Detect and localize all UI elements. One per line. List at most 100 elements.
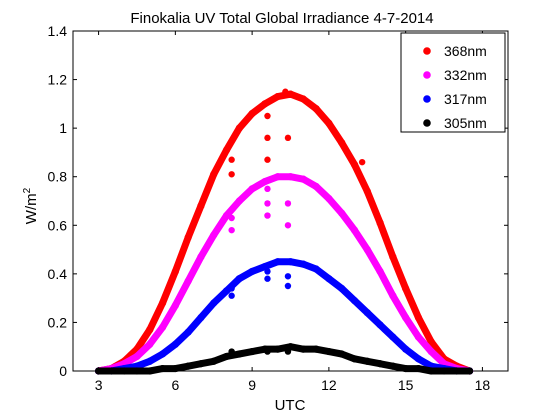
scatter-point xyxy=(228,292,235,299)
data-point xyxy=(299,95,307,103)
data-point xyxy=(184,328,192,336)
data-point xyxy=(312,345,320,353)
data-point xyxy=(414,333,423,341)
data-point xyxy=(325,194,333,203)
y-tick-label: 1.4 xyxy=(48,23,68,39)
data-point xyxy=(350,226,359,234)
data-point xyxy=(210,357,218,365)
scatter-point xyxy=(264,212,271,219)
legend-items: 368nm 332nm 317nm 305nm xyxy=(423,43,487,131)
data-point xyxy=(184,277,192,285)
data-point xyxy=(197,313,205,322)
x-axis-title: UTC xyxy=(275,397,306,414)
data-point xyxy=(325,119,333,127)
y-tick-label: 1 xyxy=(59,120,67,136)
data-point xyxy=(248,185,256,193)
legend: 368nm 332nm 317nm 305nm xyxy=(400,32,506,133)
y-axis-ticks: 0 0.2 0.4 0.6 0.8 1 1.2 1.4 xyxy=(48,23,508,379)
data-point xyxy=(261,177,269,186)
data-point xyxy=(338,209,346,217)
data-point xyxy=(402,364,410,373)
legend-marker-368nm xyxy=(423,47,431,55)
legend-marker-332nm xyxy=(423,71,431,79)
y-tick-label: 0.8 xyxy=(48,169,68,185)
data-point xyxy=(338,284,346,293)
data-point xyxy=(120,367,128,375)
data-point xyxy=(350,355,359,363)
y-axis-title-base: W/m xyxy=(23,193,40,224)
data-point xyxy=(389,253,397,261)
data-point xyxy=(376,360,384,368)
scatter-point xyxy=(228,156,235,163)
data-point xyxy=(274,92,282,101)
data-point xyxy=(222,211,231,220)
scatter-point xyxy=(284,134,292,142)
data-point xyxy=(184,233,192,242)
data-point xyxy=(158,323,167,331)
y-tick-label: 0.6 xyxy=(48,217,68,233)
data-point xyxy=(363,357,371,365)
data-point xyxy=(274,258,282,266)
scatter-point xyxy=(284,282,292,290)
data-point xyxy=(299,260,307,268)
data-point xyxy=(184,362,192,370)
data-point xyxy=(222,352,231,361)
y-tick-label: 0.4 xyxy=(48,266,68,282)
data-point xyxy=(453,367,461,375)
x-tick-label: 3 xyxy=(95,377,103,393)
data-point xyxy=(146,340,154,348)
data-point xyxy=(299,345,307,353)
data-point xyxy=(389,333,397,341)
x-tick-label: 15 xyxy=(398,377,414,393)
data-point xyxy=(376,321,384,329)
scatter-point xyxy=(264,112,271,120)
data-point xyxy=(197,360,205,368)
data-point xyxy=(158,299,167,307)
data-point xyxy=(146,357,154,365)
data-point xyxy=(466,367,474,375)
data-point xyxy=(312,265,320,273)
data-point xyxy=(248,347,256,356)
scatter-point xyxy=(284,348,292,355)
data-point xyxy=(350,160,359,169)
data-point xyxy=(299,175,307,183)
y-axis-title: W/m2 xyxy=(22,187,40,224)
data-point xyxy=(427,347,435,356)
scatter-point xyxy=(264,348,271,355)
data-point xyxy=(325,347,333,356)
data-point xyxy=(414,313,423,322)
x-axis-ticks: 3 6 9 12 15 18 xyxy=(95,31,490,393)
scatter-point xyxy=(228,226,235,234)
legend-box xyxy=(400,32,506,133)
data-point xyxy=(427,338,435,346)
data-point xyxy=(248,109,256,118)
data-point xyxy=(171,340,179,348)
scatter-point xyxy=(264,134,271,142)
data-point xyxy=(171,364,179,373)
y-axis-title-group: W/m2 xyxy=(22,187,40,224)
scatter-point xyxy=(228,285,235,292)
scatter-point xyxy=(228,171,235,178)
scatter-point xyxy=(284,222,292,229)
x-tick-label: 6 xyxy=(171,377,179,393)
data-point xyxy=(389,362,397,370)
data-point xyxy=(222,287,231,295)
data-point xyxy=(325,275,333,283)
data-point xyxy=(274,345,282,353)
scatter-point xyxy=(264,200,271,207)
data-point xyxy=(376,267,384,276)
legend-label-317nm: 317nm xyxy=(444,91,487,107)
scatter-point xyxy=(228,214,235,222)
data-point xyxy=(210,299,218,307)
data-point xyxy=(146,367,154,375)
data-point xyxy=(235,124,243,132)
data-point xyxy=(133,367,141,375)
data-point xyxy=(146,326,154,334)
data-point xyxy=(427,367,435,375)
legend-marker-305nm xyxy=(423,119,431,127)
data-point xyxy=(248,267,256,276)
data-point xyxy=(235,350,243,358)
data-point xyxy=(210,231,218,239)
data-point xyxy=(440,367,448,375)
